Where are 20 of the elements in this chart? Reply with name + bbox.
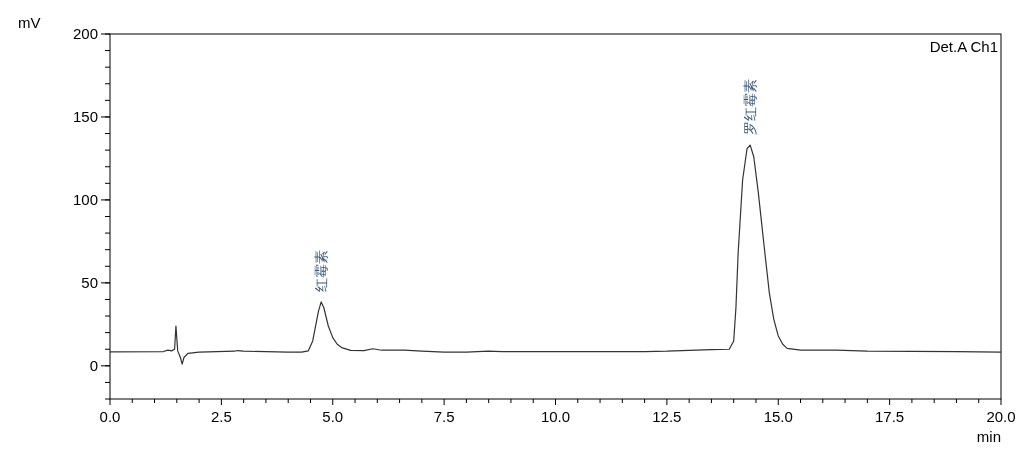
y-axis-title: mV <box>18 14 41 31</box>
x-tick-label: 15.0 <box>763 408 793 425</box>
x-axis-title: min <box>976 428 1001 445</box>
x-tick-label: 7.5 <box>433 408 455 425</box>
annotation: 罗红霉素 <box>742 79 759 136</box>
annotation: Det.A Ch1 <box>929 38 998 55</box>
annotation: 红霉素 <box>313 249 330 292</box>
y-tick-label: 50 <box>81 273 98 291</box>
y-tick-label: 150 <box>72 107 98 125</box>
x-tick-label: 20.0 <box>986 408 1016 425</box>
x-tick-label: 17.5 <box>875 408 905 425</box>
y-tick-label: 0 <box>89 356 98 374</box>
x-tick-label: 5.0 <box>322 408 344 425</box>
line-series <box>109 144 1002 365</box>
y-tick-label: 100 <box>72 190 98 208</box>
x-tick-label: 0.0 <box>99 408 121 425</box>
x-tick-label: 12.5 <box>652 408 682 425</box>
x-tick-label: 10.0 <box>540 408 571 425</box>
x-tick-label: 2.5 <box>210 408 232 425</box>
y-tick-label: 200 <box>72 25 98 42</box>
